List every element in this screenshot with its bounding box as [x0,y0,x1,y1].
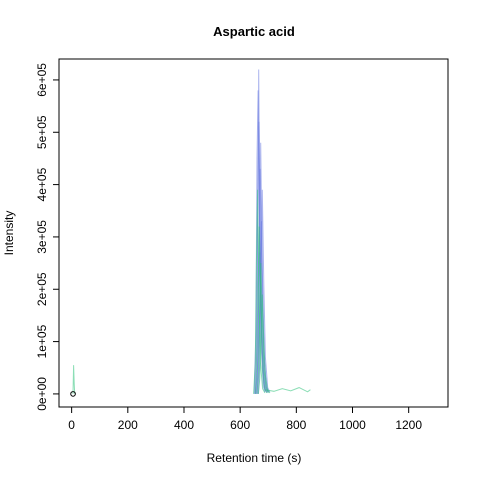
y-tick-label: 3e+05 [35,220,49,254]
y-tick-label: 4e+05 [35,167,49,201]
y-axis-label: Intensity [2,211,16,256]
x-tick-label: 400 [174,418,194,432]
y-tick-label: 6e+05 [35,63,49,97]
y-tick-label: 2e+05 [35,272,49,306]
series-line-11 [257,294,271,394]
y-tick-label: 1e+05 [35,324,49,358]
x-tick-label: 0 [68,418,75,432]
plot-frame [58,58,449,408]
x-tick-label: 200 [118,418,138,432]
x-tick-label: 800 [286,418,306,432]
y-tick-label: 5e+05 [35,115,49,149]
series-line-9 [254,226,268,394]
series-line-12 [265,387,311,393]
x-axis: 0 200 400 600 800 1000 1200 [68,406,422,432]
series-line-13 [72,365,76,394]
x-tick-label: 1000 [339,418,366,432]
y-axis: 0e+00 1e+05 2e+05 3e+05 4e+05 5e+05 6e+05 [35,63,60,411]
series-line-8 [253,189,266,394]
chart-title: Aspartic acid [213,24,295,39]
x-axis-label: Retention time (s) [207,451,302,465]
data-point [70,391,76,397]
x-tick-label: 600 [230,418,250,432]
y-tick-label: 0e+00 [35,377,49,411]
series-layer [70,69,311,397]
series-line-10 [256,263,269,394]
x-tick-label: 1200 [395,418,422,432]
